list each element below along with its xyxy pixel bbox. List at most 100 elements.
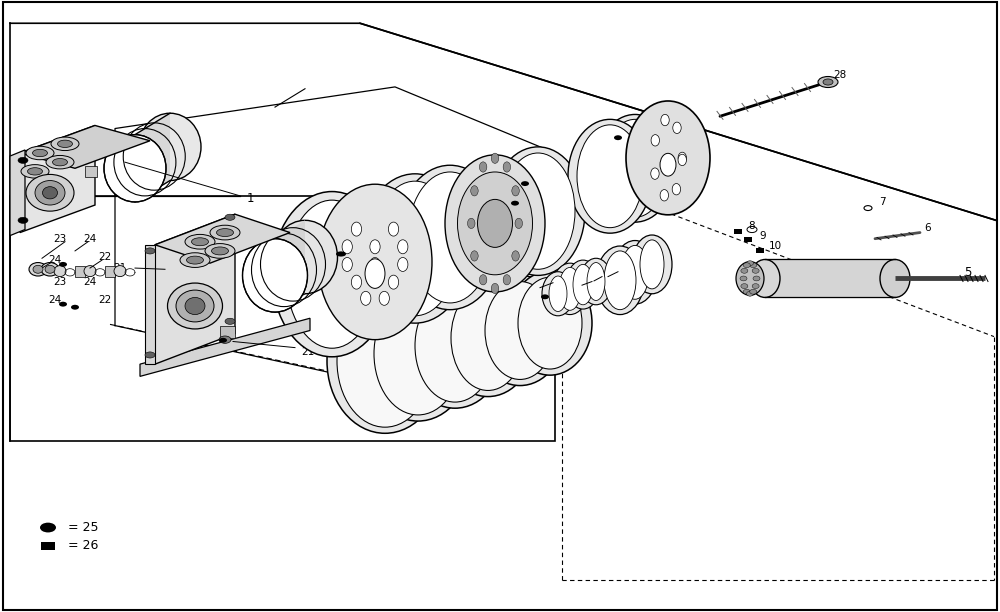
Ellipse shape <box>491 147 585 275</box>
Text: = 25: = 25 <box>68 521 98 534</box>
Ellipse shape <box>503 162 511 172</box>
Ellipse shape <box>139 113 201 181</box>
Ellipse shape <box>651 135 659 146</box>
Ellipse shape <box>42 187 58 199</box>
Bar <box>75 266 85 277</box>
Ellipse shape <box>168 283 222 329</box>
Text: 3: 3 <box>527 191 533 201</box>
Ellipse shape <box>405 283 505 408</box>
Text: 18: 18 <box>538 283 552 293</box>
Text: 24: 24 <box>48 295 62 305</box>
Polygon shape <box>145 245 155 364</box>
Ellipse shape <box>46 155 74 169</box>
Ellipse shape <box>479 275 487 285</box>
Ellipse shape <box>33 149 48 157</box>
Ellipse shape <box>587 263 605 300</box>
Ellipse shape <box>542 272 574 316</box>
Text: 10: 10 <box>768 241 782 251</box>
Ellipse shape <box>372 181 458 316</box>
Ellipse shape <box>741 269 748 273</box>
Bar <box>10 196 555 441</box>
Ellipse shape <box>365 259 385 288</box>
Ellipse shape <box>678 152 686 163</box>
Ellipse shape <box>360 174 470 323</box>
Polygon shape <box>10 150 25 236</box>
Ellipse shape <box>58 140 72 147</box>
Circle shape <box>71 305 79 310</box>
Ellipse shape <box>673 122 681 133</box>
Text: 7: 7 <box>879 197 885 207</box>
Text: 19: 19 <box>363 316 377 326</box>
Ellipse shape <box>370 240 380 254</box>
Circle shape <box>336 252 344 256</box>
Ellipse shape <box>471 185 478 196</box>
Circle shape <box>145 248 155 254</box>
Ellipse shape <box>508 271 592 375</box>
Ellipse shape <box>660 154 676 176</box>
Ellipse shape <box>471 251 478 261</box>
Ellipse shape <box>613 241 657 304</box>
Bar <box>85 166 97 177</box>
Ellipse shape <box>595 114 675 222</box>
Text: 13: 13 <box>658 253 672 263</box>
Polygon shape <box>155 214 290 263</box>
Ellipse shape <box>272 192 392 357</box>
Ellipse shape <box>512 185 519 196</box>
Ellipse shape <box>205 244 235 258</box>
Circle shape <box>511 201 519 206</box>
Ellipse shape <box>752 284 759 289</box>
Text: 1: 1 <box>246 192 254 206</box>
Text: 24: 24 <box>83 234 97 244</box>
Ellipse shape <box>415 289 495 402</box>
Ellipse shape <box>35 181 65 205</box>
Circle shape <box>225 214 235 220</box>
Polygon shape <box>135 113 170 202</box>
Text: 21: 21 <box>113 263 127 273</box>
Text: 20: 20 <box>396 310 410 319</box>
Ellipse shape <box>621 245 649 299</box>
Circle shape <box>18 217 28 223</box>
Ellipse shape <box>491 283 499 294</box>
Ellipse shape <box>672 184 681 195</box>
Ellipse shape <box>361 291 371 305</box>
Ellipse shape <box>596 246 644 315</box>
Ellipse shape <box>185 297 205 315</box>
Ellipse shape <box>468 218 475 228</box>
Ellipse shape <box>746 261 754 266</box>
Ellipse shape <box>678 154 686 166</box>
Ellipse shape <box>743 289 750 294</box>
Circle shape <box>18 157 28 163</box>
Text: = 26: = 26 <box>68 539 98 553</box>
Ellipse shape <box>364 286 472 421</box>
Ellipse shape <box>26 174 74 211</box>
Text: 22: 22 <box>98 252 112 262</box>
Text: 15: 15 <box>548 277 562 286</box>
Ellipse shape <box>750 259 780 297</box>
Ellipse shape <box>185 234 215 249</box>
Bar <box>744 237 752 242</box>
Ellipse shape <box>573 264 593 305</box>
Ellipse shape <box>451 285 525 390</box>
Ellipse shape <box>398 258 408 272</box>
Ellipse shape <box>632 235 672 294</box>
Ellipse shape <box>51 137 79 151</box>
Ellipse shape <box>736 262 764 296</box>
Ellipse shape <box>441 279 535 397</box>
Ellipse shape <box>880 259 910 297</box>
Text: 11: 11 <box>641 260 655 270</box>
Bar <box>734 229 742 234</box>
Circle shape <box>521 181 529 186</box>
Circle shape <box>338 252 346 256</box>
Ellipse shape <box>552 263 588 315</box>
Ellipse shape <box>21 165 49 178</box>
Ellipse shape <box>342 240 352 254</box>
Text: 21: 21 <box>301 347 315 357</box>
Ellipse shape <box>212 247 228 255</box>
Ellipse shape <box>186 256 204 264</box>
Ellipse shape <box>753 276 760 281</box>
Ellipse shape <box>272 220 338 294</box>
Ellipse shape <box>28 168 42 175</box>
Ellipse shape <box>45 266 55 273</box>
Text: 5: 5 <box>964 266 972 279</box>
Ellipse shape <box>651 168 659 179</box>
